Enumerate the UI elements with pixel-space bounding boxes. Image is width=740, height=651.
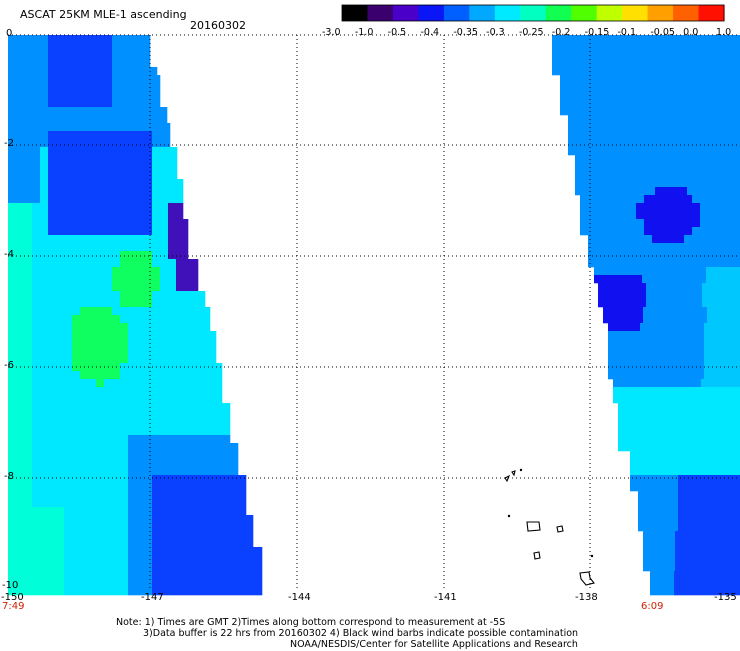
colorbar-swatch: [596, 5, 623, 21]
gridlines: [8, 34, 738, 590]
colorbar-label: -0.25: [519, 27, 544, 38]
x-tick-144: -144: [288, 592, 311, 603]
colorbar-label: -0.1: [617, 27, 637, 38]
colorbar-label: 1.0: [716, 27, 732, 38]
colorbar-swatch: [469, 5, 496, 21]
pass-time-left: 7:49: [2, 601, 25, 612]
colorbar-label: 0.0: [683, 27, 699, 38]
colorbar-swatch: [367, 5, 394, 21]
colorbar-swatch: [673, 5, 700, 21]
pass-time-right: 6:09: [641, 601, 664, 612]
colorbar-swatch: [698, 5, 725, 21]
y-tick-0: 0: [6, 28, 13, 39]
colorbar-label: -0.4: [420, 27, 440, 38]
y-tick-minus10: -10: [2, 580, 19, 591]
colorbar-swatch: [571, 5, 598, 21]
colorbar-label: -0.3: [486, 27, 505, 38]
colorbar-swatch: [622, 5, 649, 21]
y-tick-minus4: -4: [4, 249, 14, 260]
colorbar-swatch: [520, 5, 547, 21]
swath-right: [552, 35, 740, 596]
x-tick-138: -138: [575, 592, 598, 603]
colorbar-label: -0.05: [650, 27, 675, 38]
y-tick-minus6: -6: [4, 360, 14, 371]
map-date: 20160302: [190, 19, 246, 32]
colorbar-swatch: [418, 5, 445, 21]
swath-left: [8, 35, 263, 596]
colorbar-label: -3.0: [322, 27, 341, 38]
colorbar-swatch: [494, 5, 521, 21]
note-line-2: 3)Data buffer is 22 hrs from 20160302 4)…: [143, 628, 579, 639]
x-tick-150: -150: [1, 592, 24, 603]
colorbar-swatch: [647, 5, 674, 21]
map-title: ASCAT 25KM MLE-1 ascending: [20, 8, 187, 21]
island-outlines: [504, 468, 595, 586]
note-line-3: NOAA/NESDIS/Center for Satellite Applica…: [290, 639, 578, 650]
colorbar-swatch: [392, 5, 419, 21]
colorbar-label: -1.0: [354, 27, 374, 38]
colorbar-label: -0.35: [453, 27, 478, 38]
y-tick-minus8: -8: [4, 471, 14, 482]
colorbar-swatch: [342, 5, 369, 21]
colorbar-swatch: [545, 5, 572, 21]
note-line-1: Note: 1) Times are GMT 2)Times along bot…: [116, 617, 506, 628]
colorbar-label: -0.15: [584, 27, 610, 38]
colorbar-swatch: [443, 5, 470, 21]
x-tick-135: -135: [714, 592, 737, 603]
y-tick-minus2: -2: [4, 138, 14, 149]
colorbar-label: -0.5: [387, 27, 407, 38]
colorbar-label: -0.2: [551, 27, 571, 38]
x-tick-141: -141: [434, 592, 457, 603]
colorbar: [341, 4, 725, 22]
x-tick-147: -147: [141, 592, 164, 603]
